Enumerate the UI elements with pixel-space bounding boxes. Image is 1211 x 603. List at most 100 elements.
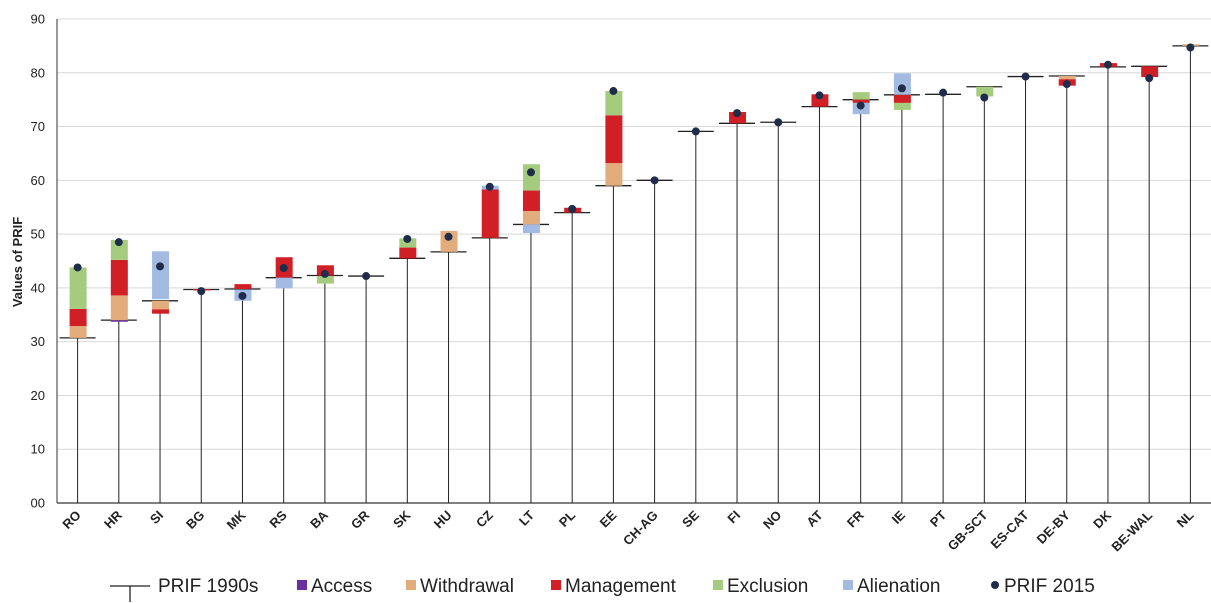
category-label-lt: LT <box>516 507 537 528</box>
dot-hu <box>444 232 453 241</box>
y-axis-label: Values of PRIF <box>10 217 25 307</box>
category-label-nl: NL <box>1174 507 1197 530</box>
dot-fr <box>856 101 865 110</box>
segment-de-by-withdrawal <box>1058 76 1076 80</box>
category-label-fr: FR <box>844 507 867 530</box>
category-label-pt: PT <box>927 507 949 529</box>
segment-at-management <box>811 94 829 107</box>
segment-ro-withdrawal <box>69 326 87 338</box>
y-tick-label: 90 <box>31 12 45 27</box>
category-label-mk: MK <box>224 507 249 532</box>
dot-bg <box>197 287 206 296</box>
dot-pt <box>939 88 948 97</box>
dot-fi <box>733 109 742 118</box>
segment-hr-withdrawal <box>110 295 128 321</box>
category-label-gb-sct: GB-SCT <box>945 507 991 553</box>
category-label-no: NO <box>760 508 784 532</box>
segment-lt-withdrawal <box>522 210 540 225</box>
prif-1990s-stems <box>59 45 1209 503</box>
legend-swatch <box>297 580 307 590</box>
category-label-es-cat: ES-CAT <box>988 507 1032 551</box>
dot-de-by <box>1062 80 1071 89</box>
dot-ba <box>320 269 329 278</box>
category-label-bg: BG <box>183 508 207 532</box>
category-label-cz: CZ <box>473 507 496 530</box>
y-tick-label: 60 <box>31 173 45 188</box>
segment-fr-exclusion <box>852 92 870 100</box>
dot-nl <box>1186 43 1195 52</box>
y-tick-labels: 00 10 20 30 40 50 60 70 80 90 <box>31 12 45 511</box>
category-label-be-wal: BE-WAL <box>1108 507 1155 554</box>
dot-mk <box>238 291 247 300</box>
category-label-si: SI <box>147 508 166 527</box>
category-label-sk: SK <box>390 507 414 531</box>
legend-label: Exclusion <box>727 576 808 597</box>
dot-rs <box>279 263 288 272</box>
legend-swatch <box>713 580 723 590</box>
dot-cz <box>485 182 494 191</box>
category-label-at: AT <box>803 507 825 529</box>
legend-item-exclusion: Exclusion <box>713 576 808 597</box>
category-labels: RO HR SI BG MK RS BA GR SK HU CZ LT PL EE CH-AG SE FI NO A… <box>59 507 1196 554</box>
category-label-de-by: DE-BY <box>1034 507 1073 546</box>
segment-gb-sct-exclusion <box>976 86 994 97</box>
dot-ro <box>73 263 82 272</box>
category-label-dk: DK <box>1090 507 1114 531</box>
y-tick-label: 30 <box>31 334 45 349</box>
legend-label: Alienation <box>857 576 940 597</box>
category-label-se: SE <box>679 507 702 530</box>
dot-ch-ag <box>650 176 659 185</box>
legend: PRIF 1990s Access Withdrawal Management Excl… <box>110 576 1095 602</box>
legend-item-withdrawal: Withdrawal <box>406 576 514 597</box>
gridlines <box>56 18 1211 504</box>
dot-be-wal <box>1145 74 1154 83</box>
segment-ee-management <box>605 115 623 164</box>
segment-ee-exclusion <box>605 91 623 116</box>
dot-lt <box>526 168 535 177</box>
category-label-gr: GR <box>348 507 373 532</box>
category-label-ie: IE <box>889 507 909 527</box>
category-label-hu: HU <box>431 508 455 532</box>
legend-item-prif-2015: PRIF 2015 <box>991 576 1095 597</box>
segment-ro-exclusion <box>69 267 87 309</box>
segment-ro-management <box>69 308 87 327</box>
legend-label: Access <box>311 576 372 597</box>
legend-swatch <box>406 580 416 590</box>
dot-si <box>156 262 165 271</box>
segment-hr-exclusion <box>110 240 128 260</box>
segment-hr-access <box>110 320 128 322</box>
category-label-pl: PL <box>556 507 578 529</box>
y-tick-label: 00 <box>31 496 45 511</box>
y-tick-label: 80 <box>31 65 45 80</box>
segment-lt-management <box>522 190 540 211</box>
prif-2015-dots <box>73 43 1195 300</box>
segment-cz-management <box>481 189 499 238</box>
segment-si-management <box>152 309 170 314</box>
y-tick-label: 70 <box>31 119 45 134</box>
segment-lt-exclusion <box>522 164 540 191</box>
y-tick-label: 20 <box>31 388 45 403</box>
dot-at <box>815 91 824 100</box>
segment-sk-management <box>399 247 417 259</box>
dot-pl <box>568 204 577 213</box>
segment-ie-management <box>893 94 911 103</box>
dot-se <box>691 127 700 136</box>
category-label-ee: EE <box>597 507 620 530</box>
dot-hr <box>114 238 123 247</box>
segment-be-wal-management <box>1141 66 1159 78</box>
category-label-hr: HR <box>101 507 125 531</box>
segment-ee-withdrawal <box>605 163 623 186</box>
legend-item-alienation: Alienation <box>843 576 940 597</box>
segment-ie-exclusion <box>893 102 911 110</box>
legend-item-management: Management <box>551 576 677 597</box>
legend-label: Withdrawal <box>420 576 514 597</box>
category-label-ro: RO <box>59 508 83 532</box>
dot-sk <box>403 234 412 243</box>
category-label-ch-ag: CH-AG <box>620 508 661 549</box>
dot-es-cat <box>1021 72 1030 81</box>
segment-si-alienation <box>152 251 170 300</box>
segment-rs-alienation <box>275 277 293 289</box>
y-tick-label: 40 <box>31 280 45 295</box>
segment-si-withdrawal <box>152 300 170 310</box>
